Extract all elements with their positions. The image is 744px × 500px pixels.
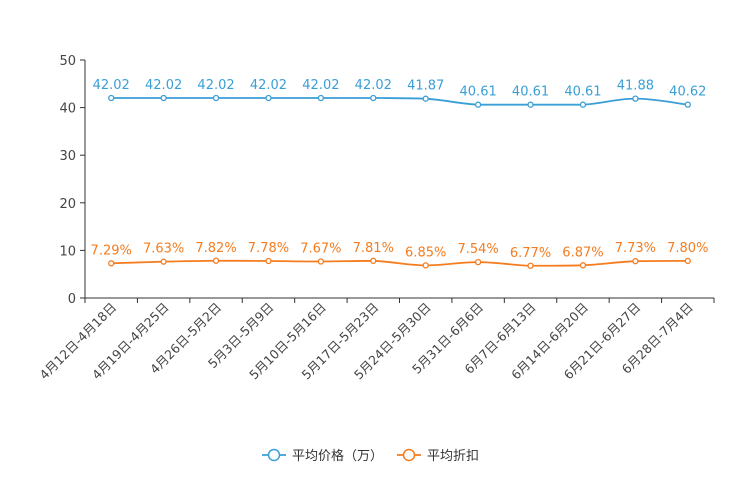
data-label: 41.87 bbox=[407, 79, 444, 94]
data-point[interactable] bbox=[317, 94, 325, 102]
data-label: 7.73% bbox=[615, 241, 656, 256]
data-label: 42.02 bbox=[197, 78, 234, 93]
data-point[interactable] bbox=[632, 258, 639, 265]
y-tick-label: 10 bbox=[59, 244, 76, 259]
data-point[interactable] bbox=[527, 101, 534, 108]
data-label: 41.88 bbox=[617, 79, 654, 94]
data-point[interactable] bbox=[370, 94, 377, 102]
series-1: 42.02 42.02 42.02 42.02 42.02 42.02 41.87 40.61… bbox=[93, 78, 706, 108]
series-layer: 42.02 42.02 42.02 42.02 42.02 42.02 41.87 40.61… bbox=[91, 78, 708, 269]
data-point[interactable] bbox=[684, 101, 691, 108]
data-label: 42.02 bbox=[355, 78, 392, 93]
data-label: 40.62 bbox=[669, 85, 706, 100]
data-label: 6.87% bbox=[562, 245, 603, 260]
data-label: 40.61 bbox=[460, 85, 497, 100]
data-point[interactable] bbox=[108, 260, 115, 267]
data-label: 7.80% bbox=[667, 241, 708, 256]
series-line bbox=[111, 97, 688, 106]
data-point[interactable] bbox=[370, 257, 377, 264]
series-line bbox=[111, 259, 688, 267]
legend[interactable]: 平均价格（万） 平均折扣 bbox=[262, 448, 479, 464]
data-point[interactable] bbox=[317, 258, 325, 265]
data-point[interactable] bbox=[422, 95, 429, 102]
series-2: 7.29% 7.63% 7.82% 7.78% 7.67% 7.81% 6.85% 7.54%… bbox=[91, 241, 708, 269]
legend-label: 平均价格（万） bbox=[292, 448, 383, 464]
data-label: 40.61 bbox=[564, 85, 601, 100]
data-label: 7.67% bbox=[300, 241, 341, 256]
y-tick-label: 30 bbox=[59, 149, 76, 164]
data-label: 7.78% bbox=[248, 241, 289, 256]
data-label: 6.77% bbox=[510, 246, 551, 261]
data-point[interactable] bbox=[422, 262, 429, 269]
legend-label: 平均折扣 bbox=[427, 449, 479, 464]
data-label: 7.63% bbox=[143, 242, 184, 257]
y-tick-label: 0 bbox=[68, 292, 76, 307]
y-tick-label: 40 bbox=[59, 102, 76, 117]
data-label: 7.81% bbox=[353, 241, 394, 256]
data-label: 42.02 bbox=[250, 78, 287, 93]
data-label: 7.54% bbox=[457, 242, 498, 257]
data-label: 7.82% bbox=[195, 241, 236, 256]
data-label: 42.02 bbox=[145, 78, 182, 93]
data-label: 42.02 bbox=[93, 78, 130, 93]
data-point[interactable] bbox=[579, 101, 587, 108]
data-point[interactable] bbox=[265, 94, 272, 102]
data-point[interactable] bbox=[632, 95, 639, 102]
axes: 010203040504月12日-4月18日4月19日-4月25日4月26日-5… bbox=[36, 54, 715, 382]
data-point[interactable] bbox=[474, 101, 482, 108]
data-point[interactable] bbox=[212, 94, 220, 102]
legend-item-2[interactable]: 平均折扣 bbox=[397, 448, 479, 464]
data-label: 6.85% bbox=[405, 245, 446, 260]
y-tick-label: 20 bbox=[59, 197, 76, 212]
data-point[interactable] bbox=[212, 257, 220, 264]
data-point[interactable] bbox=[474, 258, 482, 266]
data-point[interactable] bbox=[684, 257, 691, 265]
data-point[interactable] bbox=[160, 94, 167, 102]
legend-marker-icon bbox=[402, 448, 416, 462]
data-label: 40.61 bbox=[512, 85, 549, 100]
data-point[interactable] bbox=[265, 257, 272, 265]
data-label: 7.29% bbox=[91, 243, 132, 258]
data-point[interactable] bbox=[108, 94, 115, 102]
data-point[interactable] bbox=[579, 262, 587, 269]
data-point[interactable] bbox=[160, 258, 167, 265]
y-tick-label: 50 bbox=[59, 54, 76, 69]
data-label: 42.02 bbox=[302, 78, 339, 93]
legend-marker-icon bbox=[267, 448, 281, 462]
legend-item-1[interactable]: 平均价格（万） bbox=[262, 448, 383, 464]
data-point[interactable] bbox=[527, 262, 534, 269]
